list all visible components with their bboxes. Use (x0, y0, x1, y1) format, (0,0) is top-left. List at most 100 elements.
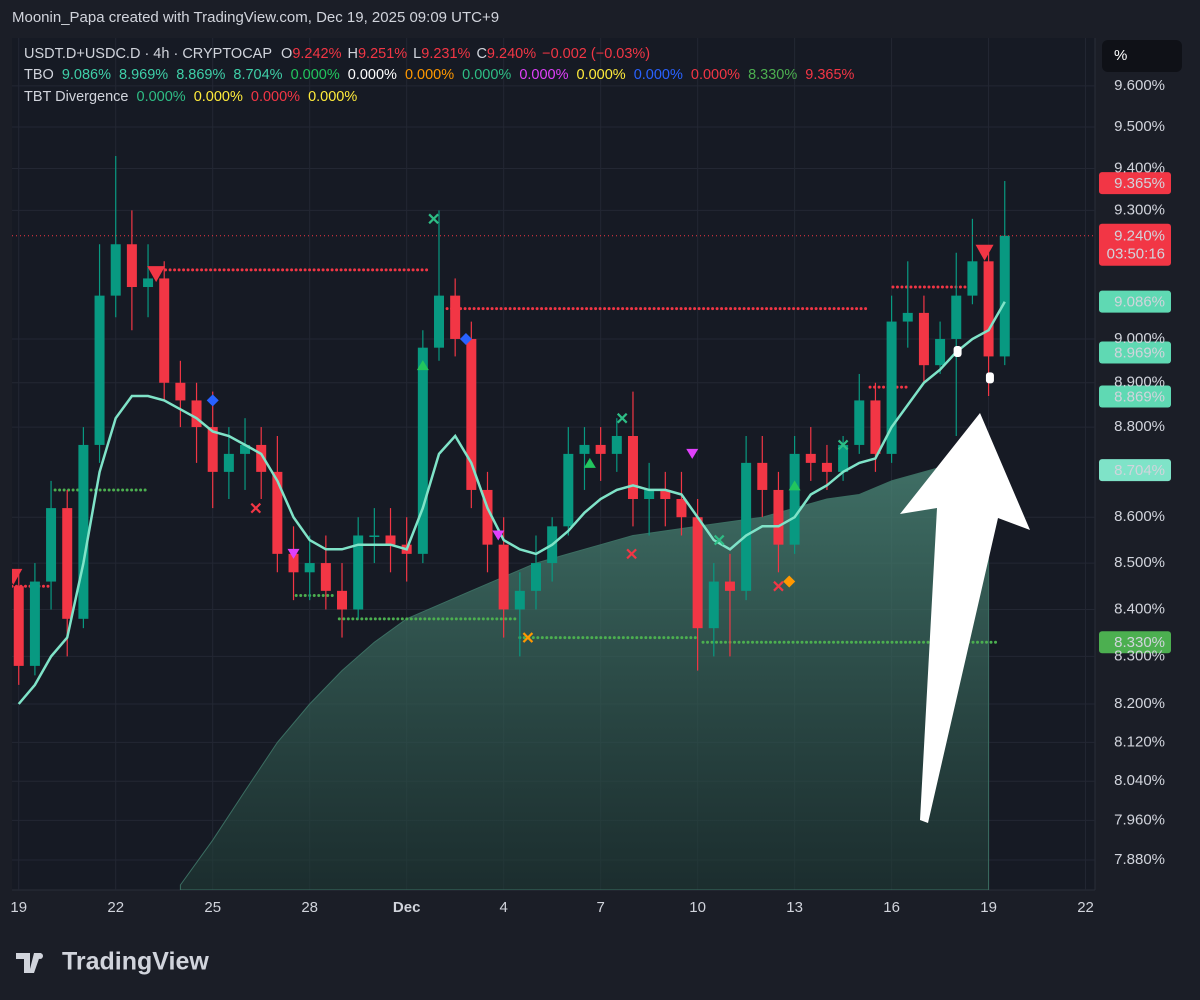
candle-body (337, 590, 348, 610)
candle-body (417, 347, 428, 554)
marker-x (250, 502, 262, 514)
indicator-value: 9.365% (805, 67, 854, 83)
y-tick-label: 7.960% (1114, 811, 1165, 828)
y-tick-label: 8.040% (1114, 772, 1165, 789)
marker-triangle-down (686, 448, 699, 459)
ohlc-key: L (413, 46, 421, 62)
candle-body (854, 400, 865, 445)
candle-body (514, 590, 525, 610)
price-label-box (1099, 385, 1171, 408)
indicator-value: 0.000% (348, 67, 397, 83)
marker-triangle-down (12, 568, 23, 585)
indicator-line (17, 301, 1006, 705)
indicator-value: 8.704% (233, 67, 282, 83)
indicator-value: 0.000% (308, 89, 357, 105)
candle-body (821, 462, 832, 472)
indicator-value: 0.000% (137, 89, 186, 105)
y-tick-label: 9.500% (1114, 118, 1165, 135)
candle-body (918, 312, 929, 366)
header-credit: Moonin_Papa created with TradingView.com… (12, 9, 499, 26)
candle-body (288, 553, 299, 573)
candle-body (579, 444, 590, 454)
marker-triangle-down (147, 266, 166, 283)
price-label: 9.365% (1114, 175, 1165, 192)
candle-body (967, 261, 978, 296)
candle-body (708, 581, 719, 629)
indicator-value: 0.000% (194, 89, 243, 105)
indicator-value: 0.000% (634, 67, 683, 83)
price-label: 8.969% (1114, 344, 1165, 361)
x-tick-label: 16 (883, 899, 900, 916)
marker-x (616, 412, 628, 424)
candle-body (29, 581, 40, 666)
candle-body (466, 338, 477, 490)
unit-button-label[interactable]: % (1114, 47, 1127, 64)
y-tick-label: 8.400% (1114, 600, 1165, 617)
tradingview-logo: TradingView (16, 948, 209, 976)
candle-body (191, 400, 202, 428)
x-tick-label: 13 (786, 899, 803, 916)
candle-body (999, 235, 1010, 357)
x-tick-label: 28 (301, 899, 318, 916)
marker-triangle-down (492, 530, 505, 541)
y-tick-label: 9.600% (1114, 77, 1165, 94)
candle-body (304, 563, 315, 573)
y-tick-label: 9.300% (1114, 201, 1165, 218)
candle-body (256, 444, 267, 472)
ohlc-key: O (281, 46, 292, 62)
candle-body (563, 453, 574, 527)
ohlc-value: 9.240% (487, 46, 536, 62)
marker-triangle-up (583, 457, 596, 468)
candle-body (320, 563, 331, 591)
unit-button[interactable] (1102, 40, 1182, 72)
candle-body (159, 278, 170, 383)
candle-body (369, 535, 380, 537)
price-label: 9.240% (1114, 228, 1165, 245)
y-tick-label: 9.400% (1114, 159, 1165, 176)
marker-drop (953, 346, 962, 358)
candle-body (110, 244, 121, 296)
y-tick-label: 8.800% (1114, 418, 1165, 435)
x-tick-label: 25 (204, 899, 221, 916)
candle-body (983, 261, 994, 357)
y-tick-label: 8.200% (1114, 695, 1165, 712)
symbol: USDT.D+USDC.D · 4h · CRYPTOCAP (24, 46, 272, 62)
candle-body (530, 563, 541, 591)
indicator-value: 0.000% (519, 67, 568, 83)
candle-body (78, 444, 89, 619)
indicator-name: TBO (24, 67, 54, 83)
annotation-arrow (900, 413, 1030, 823)
logo-mark (16, 953, 41, 973)
ohlc-value: 9.231% (421, 46, 470, 62)
candle-body (385, 535, 396, 545)
ohlc-key: H (348, 46, 358, 62)
candle-body (692, 517, 703, 629)
marker-diamond (783, 575, 796, 588)
indicator-value: 8.969% (119, 67, 168, 83)
indicator-value: 0.000% (251, 89, 300, 105)
indicator-value: 0.000% (577, 67, 626, 83)
marker-x (428, 213, 439, 225)
candle-body (498, 544, 509, 610)
marker-triangle-down (287, 548, 300, 559)
marker-triangle-up (416, 360, 429, 371)
y-tick-label: 9.000% (1114, 330, 1165, 347)
y-tick-label: 8.600% (1114, 508, 1165, 525)
candle-body (126, 244, 137, 288)
y-tick-label: 8.120% (1114, 733, 1165, 750)
candle-body (207, 427, 218, 472)
logo-text: TradingView (62, 948, 209, 976)
candle-body (660, 489, 671, 500)
overlay: 9.365%9.240%03:50:169.086%8.969%8.869%8.… (12, 172, 1171, 654)
candle-body (773, 489, 784, 545)
ohlc-value: 9.242% (292, 46, 341, 62)
price-label-box (1099, 459, 1171, 482)
price-label-box (1099, 172, 1171, 195)
marker-x (837, 439, 849, 451)
marker-drop (985, 372, 994, 384)
marker-diamond (206, 394, 219, 407)
price-label: 8.704% (1114, 462, 1165, 479)
candle-body (94, 295, 105, 445)
marker-x (713, 534, 725, 546)
